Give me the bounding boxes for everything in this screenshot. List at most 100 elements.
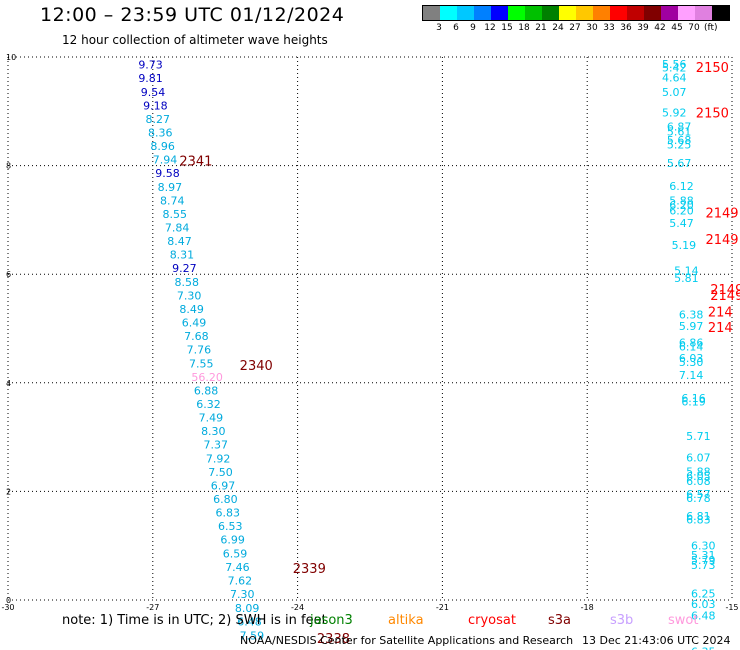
legend-label: 42 (654, 23, 666, 33)
wave-height-label: 9.73 (138, 59, 163, 72)
y-tick-label: 8 (6, 162, 11, 171)
wave-height-label: 8.30 (201, 425, 226, 438)
wave-height-label: 5.97 (679, 320, 704, 333)
pass-time-label: 2149 (705, 206, 738, 221)
pass-time-label: 2150 (696, 61, 729, 76)
wave-height-label: 6.78 (686, 492, 711, 505)
wave-height-label: 6.49 (182, 317, 207, 330)
wave-height-label: 7.30 (230, 588, 255, 601)
wave-height-label: 6.97 (211, 479, 236, 492)
y-tick-label: 6 (6, 270, 11, 279)
map-title: 12:00 – 23:59 UTC 01/12/2024 (40, 4, 345, 26)
wave-height-color-legend: (ft) 3 6 9 12 15 18 21 24 27 30 33 36 39 42 45 70 (422, 5, 730, 35)
legend-label: 70 (688, 23, 700, 33)
wave-height-label: 4.64 (662, 72, 687, 85)
wave-height-label: 6.07 (686, 452, 711, 465)
wave-height-label: 6.87 (667, 121, 692, 134)
legend-swatch (576, 6, 593, 20)
legend-swatch (559, 6, 576, 20)
wave-height-label: 56.20 (191, 371, 223, 384)
wave-height-label: 8.47 (167, 235, 192, 248)
x-tick-label: -30 (1, 603, 14, 612)
wave-height-label: 6.14 (679, 340, 704, 353)
legend-swatch (712, 6, 729, 20)
wave-height-label: 6.57 (686, 488, 711, 501)
wave-height-label: 6.88 (194, 384, 219, 397)
wave-height-label: 6.32 (196, 398, 221, 411)
wave-height-label: 5.47 (669, 217, 694, 230)
x-tick-label: -15 (725, 603, 738, 612)
wave-height-label: 6.03 (679, 352, 704, 365)
footer-timestamp: 13 Dec 21:43:06 UTC 2024 (582, 634, 731, 647)
legend-swatch (457, 6, 474, 20)
wave-height-label: 6.19 (681, 395, 706, 408)
wave-height-label: 9.58 (155, 167, 180, 180)
wave-height-label: 5.79 (691, 554, 716, 567)
legend-swatch (610, 6, 627, 20)
wave-height-label: 9.81 (138, 72, 163, 85)
wave-height-label: 6.16 (681, 392, 706, 405)
wave-height-label: 6.99 (220, 534, 245, 547)
wave-height-label: 7.30 (177, 289, 202, 302)
wave-height-label: 7.62 (228, 574, 253, 587)
wave-height-label: 7.84 (165, 222, 190, 235)
wave-height-label: 5.42 (662, 61, 687, 74)
wave-height-label: 6.80 (213, 493, 238, 506)
wave-height-label: 5.31 (691, 549, 716, 562)
wave-height-label: 5.71 (686, 430, 711, 443)
wave-height-label: 5.07 (662, 86, 687, 99)
legend-swatch (440, 6, 457, 20)
wave-height-label: 8.36 (148, 126, 173, 139)
legend-swatch (508, 6, 525, 20)
wave-height-label: 8.55 (162, 208, 187, 221)
wave-height-label: 7.14 (679, 369, 704, 382)
wave-height-label: 5.92 (662, 106, 687, 119)
legend-swatch (491, 6, 508, 20)
wave-height-label: 8.27 (146, 113, 171, 126)
legend-swatch (644, 6, 661, 20)
pass-time-label: 2341 (179, 155, 212, 170)
legend-label: 21 (535, 23, 547, 33)
wave-height-label: 9.27 (172, 262, 197, 275)
wave-height-label: 6.05 (686, 470, 711, 483)
satellite-legend-item: altika (388, 613, 424, 628)
wave-height-label: 7.46 (225, 561, 250, 574)
legend-label: 12 (484, 23, 496, 33)
wave-height-label: 8.09 (235, 602, 260, 615)
wave-height-label: 6.83 (216, 507, 241, 520)
wave-height-label: 6.86 (679, 337, 704, 350)
pass-time-label: 214 (708, 306, 733, 321)
wave-height-label: 8.31 (170, 249, 195, 262)
map-subtitle: 12 hour collection of altimeter wave hei… (62, 33, 328, 47)
legend-swatch (593, 6, 610, 20)
wave-height-label: 8.58 (175, 276, 200, 289)
legend-label: 3 (436, 23, 442, 33)
wave-height-label: 5.68 (667, 134, 692, 147)
wave-height-label: 5.67 (667, 157, 692, 170)
wave-height-label: 6.59 (223, 547, 248, 560)
legend-swatch (474, 6, 491, 20)
wave-height-label: 6.53 (218, 520, 243, 533)
wave-height-label: 5.61 (667, 125, 692, 138)
y-tick-label: 10 (6, 53, 16, 62)
legend-swatch (695, 6, 712, 20)
wave-height-label: 9.18 (143, 99, 168, 112)
x-tick-label: -27 (146, 603, 159, 612)
pass-time-label: 2149 (710, 283, 740, 298)
pass-time-label: 2150 (696, 106, 729, 121)
wave-height-label: 5.81 (674, 272, 699, 285)
pass-time-label: 2149 (710, 289, 740, 304)
legend-label: 24 (552, 23, 564, 33)
wave-height-label: 7.76 (187, 344, 212, 357)
pass-time-label: 2339 (293, 562, 326, 577)
legend-label: 18 (518, 23, 530, 33)
wave-height-label: 7.94 (153, 154, 178, 167)
wave-height-label: 7.50 (208, 466, 233, 479)
wave-height-label: 6.38 (679, 308, 704, 321)
satellite-legend-item: cryosat (468, 613, 516, 628)
legend-label: 6 (453, 23, 459, 33)
wave-height-label: 6.08 (686, 475, 711, 488)
legend-swatch (661, 6, 678, 20)
wave-height-label: 8.96 (150, 140, 175, 153)
wave-height-label: 6.35 (691, 646, 716, 650)
